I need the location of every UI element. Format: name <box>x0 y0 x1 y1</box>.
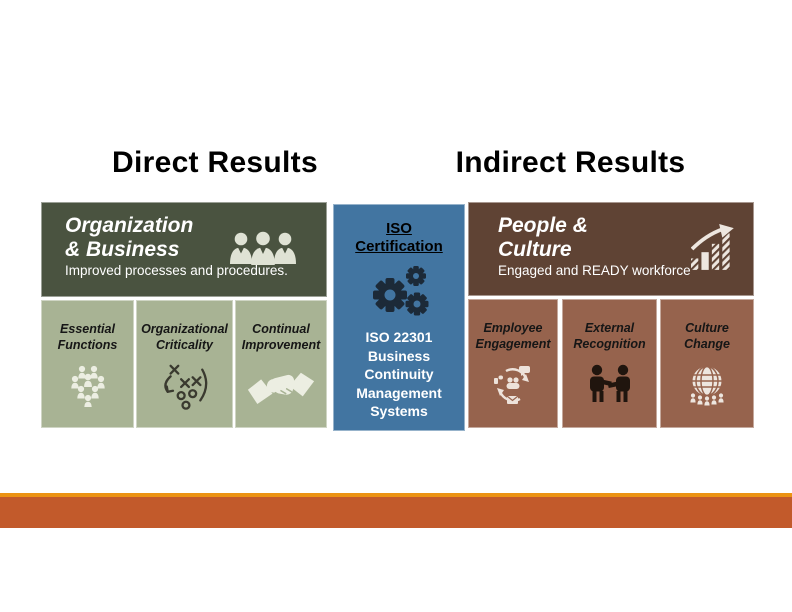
growth-chart-icon <box>691 224 734 270</box>
people-culture-subtitle: Engaged and READY workforce <box>498 263 691 278</box>
people-group-icon <box>230 231 296 265</box>
direct-results-title: Direct Results <box>112 146 318 179</box>
organization-business-heading: Organization & Business <box>65 214 194 261</box>
indirect-results-title: Indirect Results <box>455 146 686 179</box>
rust-bar <box>0 497 792 528</box>
organizational-criticality-block: Organizational Criticality <box>136 300 233 428</box>
organization-business-block: Organization & Business Improved process… <box>41 202 327 297</box>
employee-engagement-label: Employee Engagement <box>475 321 551 351</box>
gears-icon <box>373 266 429 316</box>
organizational-criticality-label: Organizational Criticality <box>141 322 228 352</box>
external-recognition-block: External Recognition <box>562 299 657 428</box>
iso-certification-heading: ISO Certification <box>355 220 443 255</box>
people-culture-heading: People & Culture <box>498 214 588 261</box>
strategy-play-icon <box>163 364 207 410</box>
iso-certification-block: ISO Certification <box>333 204 465 431</box>
handshake-icon <box>247 372 315 404</box>
engagement-cycle-icon <box>494 366 530 404</box>
continual-improvement-label: Continual Improvement <box>241 322 321 352</box>
continual-improvement-block: Continual Improvement <box>235 300 327 428</box>
essential-functions-label: Essential Functions <box>57 322 118 352</box>
employee-engagement-block: Employee Engagement <box>468 299 558 428</box>
organization-business-subtitle: Improved processes and procedures. <box>65 263 288 278</box>
globe-people-icon <box>690 365 724 406</box>
iso-22301-text: ISO 22301 Business Continuity Management… <box>356 329 442 419</box>
crowd-icon <box>70 365 105 407</box>
culture-change-block: Culture Change <box>660 299 754 428</box>
people-culture-block: People & Culture Engaged and READY workf… <box>468 202 754 296</box>
external-recognition-label: External Recognition <box>573 321 646 351</box>
culture-change-label: Culture Change <box>684 321 730 351</box>
accent-line <box>0 493 792 497</box>
essential-functions-block: Essential Functions <box>41 300 134 428</box>
recognition-handshake-icon <box>589 364 630 402</box>
